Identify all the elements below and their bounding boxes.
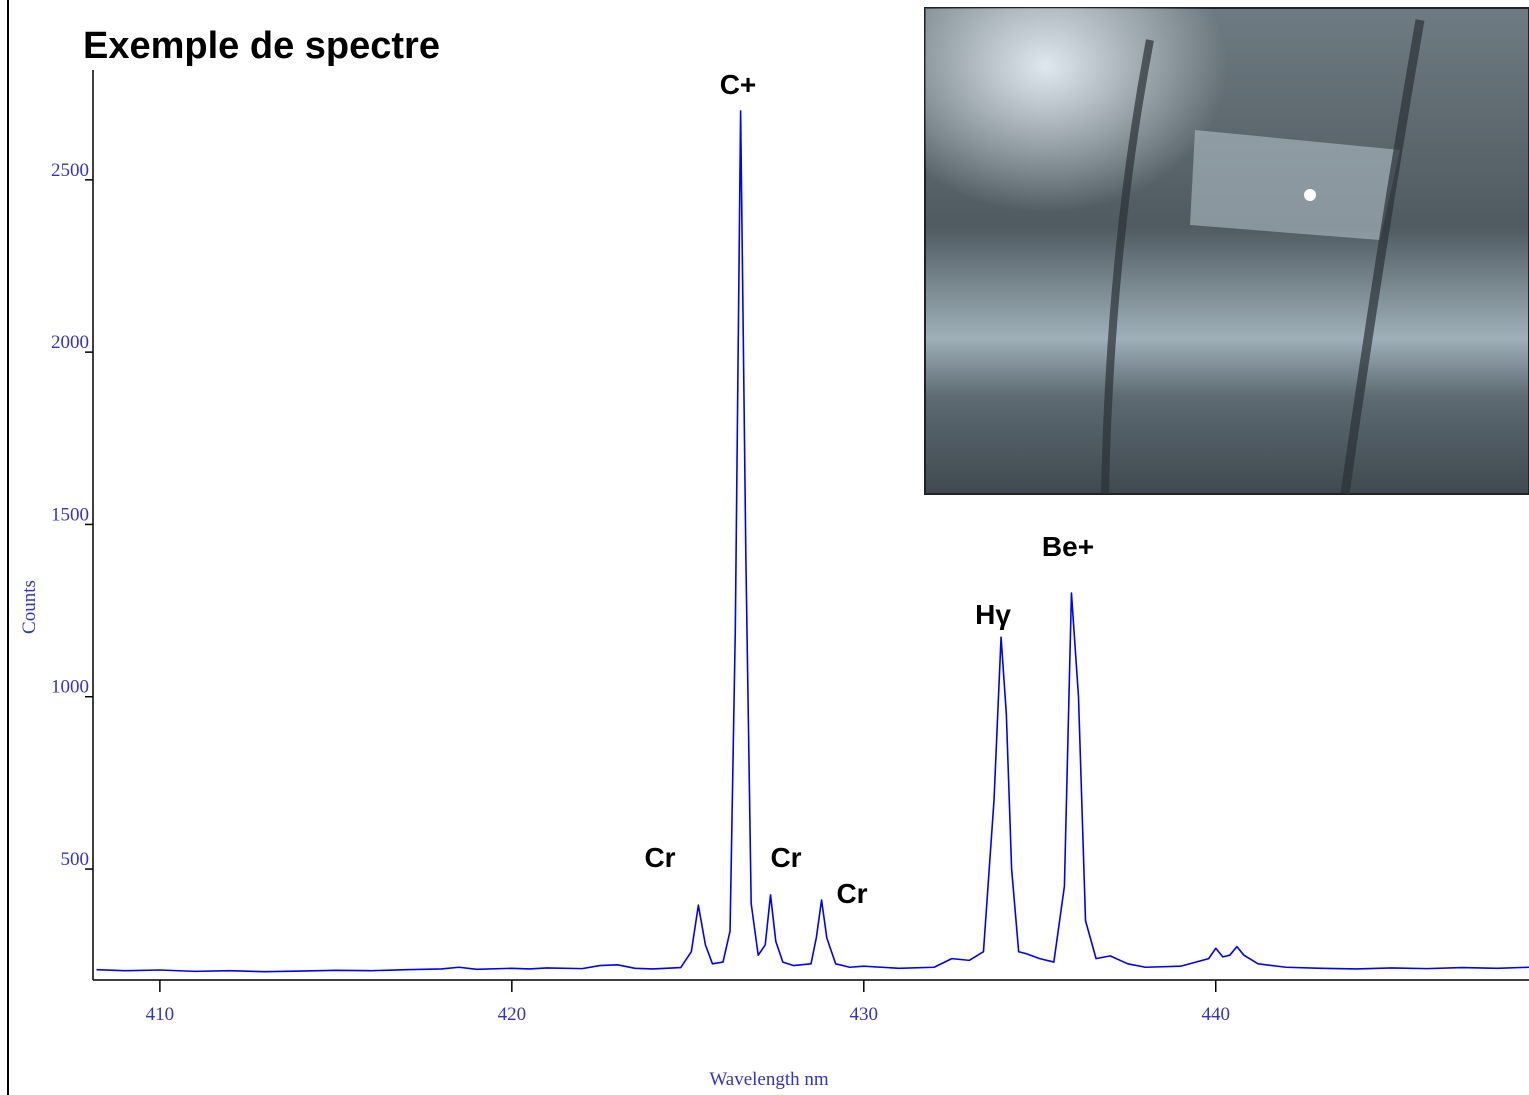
x-tick-label: 420 [498, 1004, 527, 1025]
peak-label: Cr [770, 842, 801, 873]
photo-inset [924, 7, 1529, 495]
x-tick-label: 440 [1202, 1004, 1231, 1025]
peak-label: Cr [836, 878, 867, 909]
peak-label: Be+ [1042, 531, 1094, 562]
x-tick-label: 430 [850, 1004, 879, 1025]
y-tick-label: 2500 [51, 160, 89, 181]
y-tick-label: 1500 [51, 504, 89, 525]
peak-label: Hγ [975, 599, 1011, 630]
spectrum-line [96, 110, 1529, 973]
y-tick-label: 500 [61, 849, 90, 870]
x-axis-label: Wavelength nm [709, 1069, 829, 1090]
x-tick-label: 410 [146, 1004, 175, 1025]
photo-spot [1304, 189, 1316, 201]
y-axis-label: Counts [19, 580, 40, 634]
chart-title: Exemple de spectre [83, 25, 440, 67]
photo-edge [1340, 19, 1425, 495]
annotations: C+ Cr Cr Cr Hγ Be+ [644, 69, 1094, 909]
photo-glow [925, 8, 1529, 494]
photo-edge [1101, 39, 1154, 495]
peak-label: C+ [720, 69, 757, 100]
peak-label: Cr [644, 842, 675, 873]
y-tick-label: 1000 [51, 677, 89, 698]
photo-shape [1190, 130, 1400, 240]
y-tick-label: 2000 [51, 332, 89, 353]
